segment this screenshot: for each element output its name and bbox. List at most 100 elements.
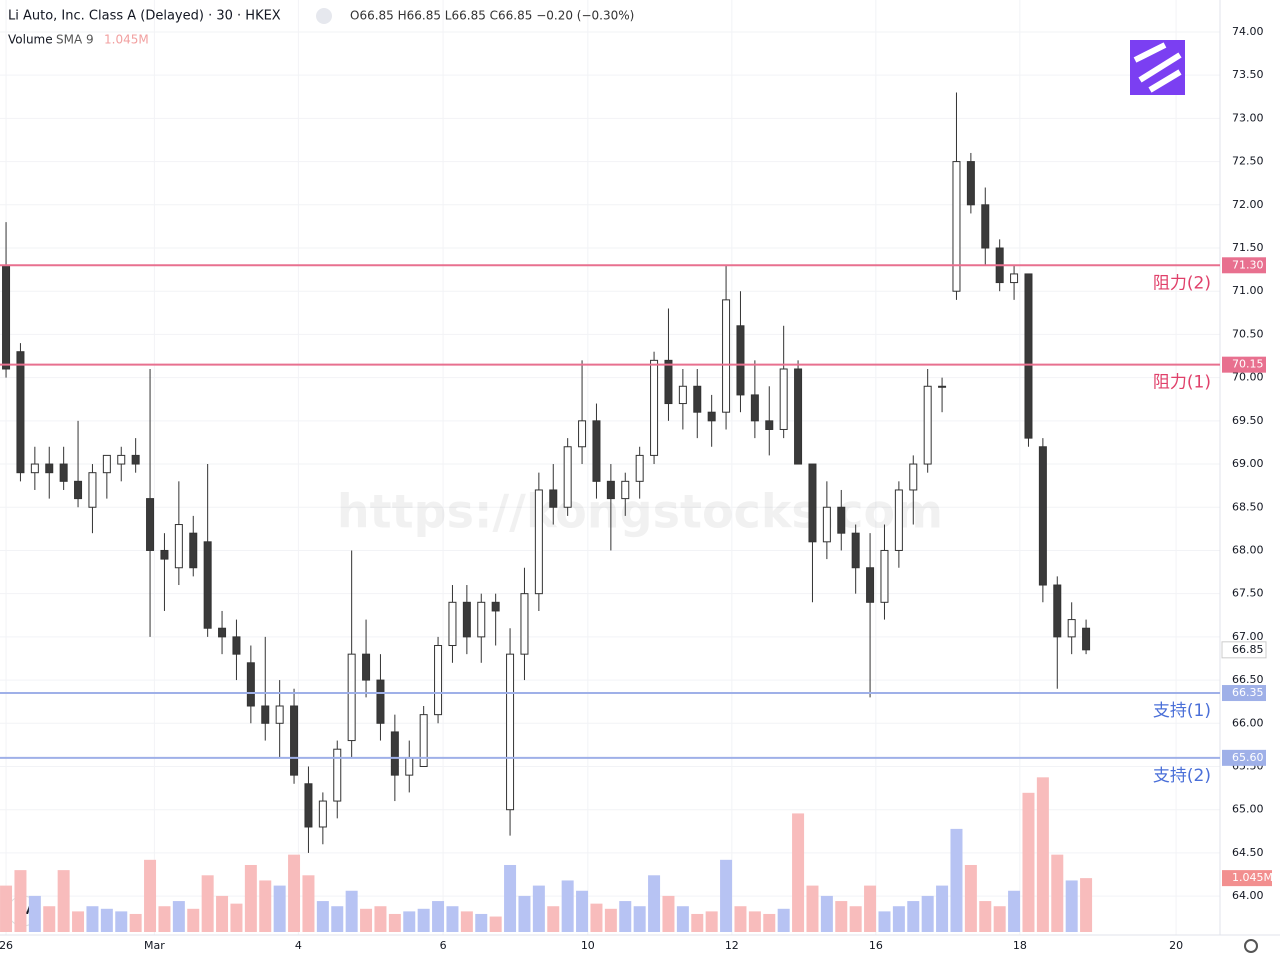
volume-value: 1.045M (104, 33, 149, 47)
volume-bar (388, 913, 401, 932)
candle-body (664, 359, 673, 405)
volume-bar (907, 901, 920, 932)
volume-bar (820, 895, 833, 932)
level-tag (1222, 685, 1266, 702)
volume-bar (302, 875, 315, 932)
volume-bar (849, 906, 862, 932)
level-name: 阻力(2) (1153, 273, 1211, 293)
volume-bar (590, 903, 603, 932)
volume-bar (158, 906, 171, 932)
x-tick-label: 6 (440, 939, 447, 952)
y-tick-label: 64.00 (1232, 889, 1264, 902)
y-tick-label: 64.50 (1232, 846, 1264, 859)
x-tick-label: 18 (1013, 939, 1027, 952)
volume-bar (993, 906, 1006, 932)
candle-body (678, 385, 687, 405)
level-tag-label: 71.30 (1232, 258, 1264, 271)
candle-body (549, 489, 558, 508)
volume-bar (892, 906, 905, 932)
candle-body (74, 480, 83, 500)
y-tick-label: 66.50 (1232, 673, 1264, 686)
candle-body (131, 454, 140, 465)
candle-body (1053, 584, 1062, 638)
candle-body (578, 420, 587, 448)
candle-body (650, 359, 659, 456)
candle-body (246, 662, 255, 707)
candle-body (592, 420, 601, 482)
volume-bar (14, 870, 27, 932)
x-tick-label: 16 (869, 939, 883, 952)
candle-body (750, 394, 759, 422)
candle-body (117, 454, 126, 465)
candle-body (434, 645, 443, 716)
volume-bar (835, 901, 848, 932)
candle-body (333, 748, 342, 802)
volume-bar (100, 908, 113, 932)
volume-bar (72, 911, 85, 932)
chart-title: Li Auto, Inc. Class A (Delayed) · 30 · H… (8, 9, 281, 24)
volume-bar (1036, 777, 1049, 932)
y-tick-label: 73.50 (1232, 68, 1264, 81)
volume-bar (129, 913, 142, 932)
volume-bar (403, 911, 416, 932)
level-name: 支持(2) (1153, 766, 1211, 786)
ohlc-legend: O66.85 H66.85 L66.85 C66.85 −0.20 (−0.30… (350, 9, 634, 23)
x-tick-label: 10 (581, 939, 595, 952)
candle-body (909, 463, 918, 491)
volume-bar (547, 906, 560, 932)
volume-bar (1065, 880, 1078, 932)
volume-bar (417, 908, 430, 932)
candle-body (232, 636, 241, 655)
y-tick-label: 69.00 (1232, 457, 1264, 470)
level-tag (1222, 356, 1266, 373)
candle-body (45, 463, 54, 474)
candle-body (304, 783, 313, 828)
candle-body (506, 653, 515, 811)
volume-bar (259, 880, 272, 932)
candle-body (736, 325, 745, 396)
last-price-tag (1221, 641, 1267, 659)
candle-body (794, 368, 803, 465)
candle-body (923, 385, 932, 465)
volume-bar (604, 908, 617, 932)
candle-body (1024, 273, 1033, 439)
candle-body (160, 549, 169, 560)
candle-body (966, 161, 975, 206)
x-tick-label: 12 (725, 939, 739, 952)
volume-bar (201, 875, 214, 932)
volume-bar (331, 906, 344, 932)
y-tick-label: 69.50 (1232, 414, 1264, 427)
volume-bar (1080, 878, 1093, 932)
volume-bar (187, 908, 200, 932)
candle-body (822, 506, 831, 543)
volume-bar (676, 906, 689, 932)
volume-bar (504, 864, 517, 932)
candle-body (275, 705, 284, 724)
candle-body (808, 463, 817, 543)
volume-bar (273, 885, 286, 932)
last-price-label: 66.85 (1232, 643, 1264, 656)
settings-icon[interactable] (1244, 939, 1258, 953)
candle-body (448, 601, 457, 647)
y-tick-label: 65.00 (1232, 803, 1264, 816)
volume-bar (619, 901, 632, 932)
volume-bar (1051, 854, 1064, 932)
candle-body (981, 204, 990, 249)
volume-bar (806, 885, 819, 932)
volume-bar (172, 901, 185, 932)
candle-body (362, 653, 371, 681)
candle-body (1010, 273, 1019, 284)
candle-body (606, 480, 615, 500)
volume-bar (374, 906, 387, 932)
volume-sma: SMA 9 (56, 33, 94, 47)
y-tick-label: 67.50 (1232, 587, 1264, 600)
volume-title: Volume (8, 33, 53, 47)
y-tick-label: 70.00 (1232, 371, 1264, 384)
y-tick-label: 67.00 (1232, 630, 1264, 643)
volume-bar (244, 864, 257, 932)
y-tick-label: 73.00 (1232, 111, 1264, 124)
volume-bar (705, 911, 718, 932)
toggle-icon[interactable] (316, 8, 332, 24)
level-tag-label: 65.60 (1232, 751, 1264, 764)
candle-body (534, 489, 543, 595)
